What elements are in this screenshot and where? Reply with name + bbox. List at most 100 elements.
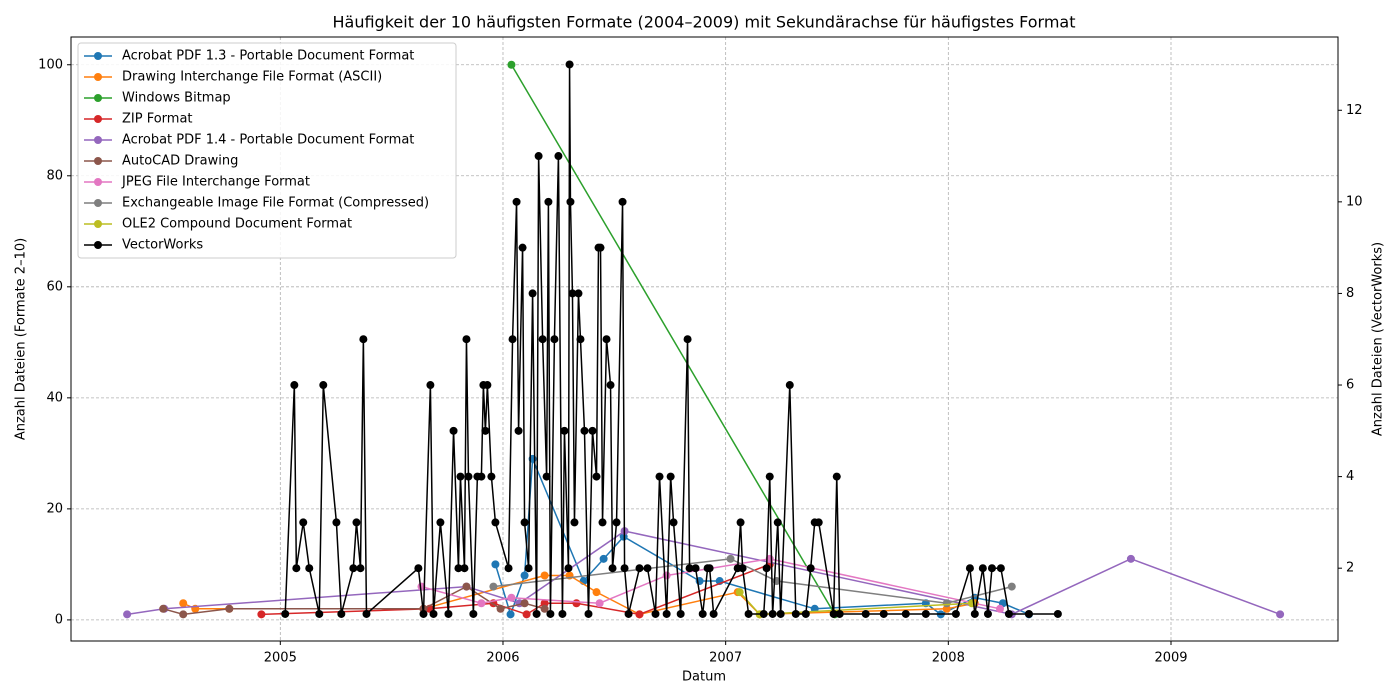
data-point (651, 609, 660, 618)
legend-marker (94, 199, 102, 207)
data-point (666, 472, 675, 481)
data-point (179, 610, 188, 619)
data-point (970, 609, 979, 618)
series-line (162, 585, 545, 616)
data-point (419, 609, 428, 618)
data-point (532, 609, 541, 618)
legend-label: JPEG File Interchange Format (121, 175, 310, 190)
legend-label: AutoCAD Drawing (122, 154, 238, 169)
data-point (1007, 582, 1016, 591)
data-point (662, 609, 671, 618)
data-point (507, 593, 516, 602)
data-point (496, 604, 505, 613)
data-point (599, 554, 608, 563)
data-point (1276, 610, 1285, 619)
y-tick-label: 100 (38, 57, 63, 72)
data-point (305, 564, 314, 573)
data-point (635, 564, 644, 573)
data-point (596, 243, 605, 252)
data-point (566, 197, 575, 206)
data-point (744, 609, 753, 618)
data-point (483, 381, 492, 390)
data-point (598, 518, 607, 527)
data-point (454, 564, 463, 573)
plot-frame (70, 36, 1339, 642)
y2-tick-label: 2 (1346, 561, 1354, 576)
y2-tick-label: 10 (1346, 194, 1363, 209)
data-point (705, 564, 714, 573)
data-point (337, 609, 346, 618)
data-point (546, 609, 555, 618)
legend-marker (94, 220, 102, 228)
data-point (861, 609, 870, 618)
data-point (588, 426, 597, 435)
legend-marker (94, 94, 102, 102)
data-point (618, 197, 627, 206)
data-point (507, 60, 516, 69)
legend-marker (94, 73, 102, 81)
data-point (1126, 554, 1135, 563)
data-point (565, 60, 574, 69)
legend-label: Acrobat PDF 1.4 - Portable Document Form… (122, 133, 414, 148)
data-point (456, 472, 465, 481)
data-point (791, 609, 800, 618)
data-point (491, 560, 500, 569)
legend-label: OLE2 Compound Document Format (122, 217, 352, 232)
x-tick-label: 2006 (486, 651, 519, 666)
legend-box (77, 42, 457, 259)
data-point (444, 609, 453, 618)
chart-title: Häufigkeit der 10 häufigsten Formate (20… (333, 13, 1076, 32)
data-point (542, 472, 551, 481)
data-point (319, 381, 328, 390)
data-point (595, 599, 604, 608)
data-point (901, 609, 910, 618)
data-point (676, 609, 685, 618)
data-point (801, 609, 810, 618)
data-point (776, 609, 785, 618)
data-point (460, 564, 469, 573)
data-point (292, 564, 301, 573)
data-point (921, 609, 930, 618)
data-point (785, 381, 794, 390)
data-point (1004, 609, 1013, 618)
data-point (225, 604, 234, 613)
data-point (436, 518, 445, 527)
data-point (560, 426, 569, 435)
data-point (520, 518, 529, 527)
data-point (572, 599, 581, 608)
data-point (965, 564, 974, 573)
data-point (762, 564, 771, 573)
data-point (534, 152, 543, 161)
data-point (606, 381, 615, 390)
data-point (550, 335, 559, 344)
data-point (429, 609, 438, 618)
data-point (489, 582, 498, 591)
legend-marker (94, 115, 102, 123)
data-point (612, 518, 621, 527)
x-tick-label: 2007 (709, 651, 742, 666)
data-point (685, 564, 694, 573)
data-point (768, 609, 777, 618)
data-point (592, 472, 601, 481)
data-point (608, 564, 617, 573)
data-point (564, 564, 573, 573)
data-point (159, 604, 168, 613)
legend-label: VectorWorks (122, 238, 203, 253)
data-point (414, 564, 423, 573)
x-tick-label: 2008 (932, 651, 965, 666)
data-point (356, 564, 365, 573)
data-point (983, 609, 992, 618)
data-point (726, 554, 735, 563)
data-point (477, 472, 486, 481)
data-point (568, 289, 577, 298)
data-point (540, 571, 549, 580)
data-point (829, 609, 838, 618)
y-tick-label: 0 (55, 612, 63, 627)
data-point (576, 335, 585, 344)
data-point (290, 381, 299, 390)
data-point (506, 610, 515, 619)
legend-marker (94, 136, 102, 144)
data-point (698, 609, 707, 618)
